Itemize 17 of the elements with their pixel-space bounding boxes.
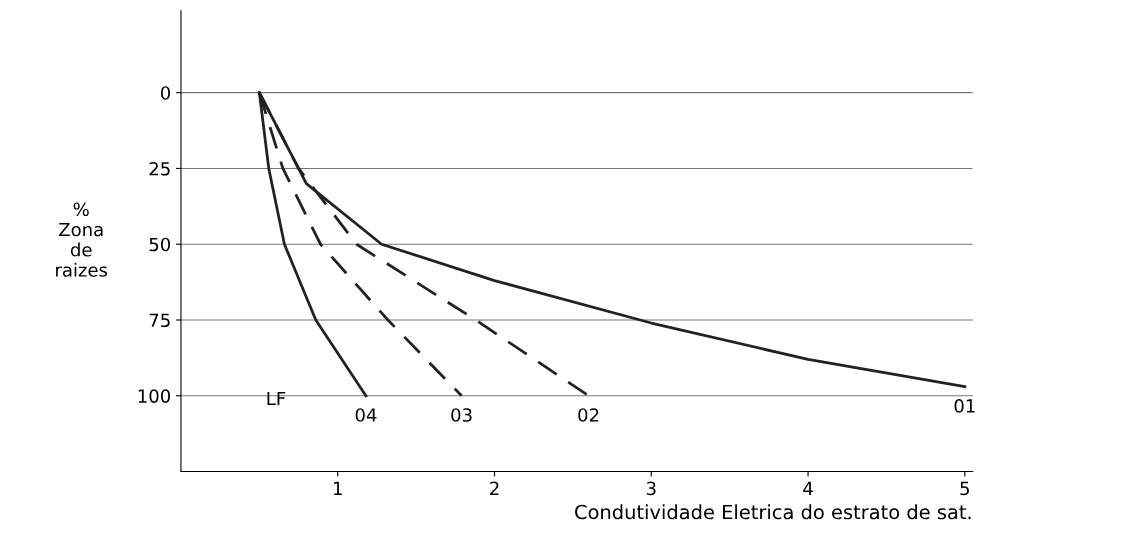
annotation: LF: [267, 391, 286, 406]
x-tick-label: 2: [490, 481, 499, 495]
series-label: 03: [451, 408, 472, 422]
y-tick-label: 25: [149, 161, 170, 176]
y-axis-title: % Zona de raizes: [56, 202, 108, 277]
y-tick-label: 75: [149, 313, 170, 328]
series-label: 04: [355, 408, 377, 422]
series-label: 01: [954, 399, 975, 413]
y-tick-label: 100: [138, 389, 171, 403]
y-tick-label: 0: [160, 86, 171, 100]
x-tick-label: 3: [646, 481, 656, 496]
x-tick-label: 1: [333, 481, 342, 495]
y-tick-label: 50: [149, 237, 171, 252]
x-tick-label: 4: [803, 481, 813, 495]
x-axis-title: Condutividade Eletrica do estrato de sat.: [575, 504, 971, 520]
x-tick-label: 5: [960, 481, 969, 496]
series-label: 02: [578, 408, 599, 422]
